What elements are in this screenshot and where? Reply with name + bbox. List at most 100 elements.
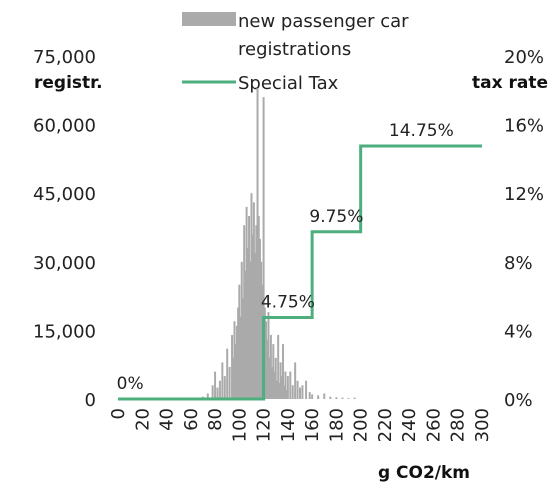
registration-bar bbox=[267, 312, 270, 399]
registration-bar bbox=[245, 206, 248, 399]
registration-bar bbox=[268, 357, 271, 399]
registration-bar bbox=[274, 357, 277, 399]
registration-bar bbox=[252, 202, 255, 399]
y-right-tick-label: 0% bbox=[504, 390, 533, 411]
registration-bar bbox=[223, 376, 226, 399]
registration-bar bbox=[296, 380, 299, 399]
x-tick-label: 60 bbox=[181, 408, 202, 431]
x-tick-label: 160 bbox=[302, 408, 323, 442]
registration-bar bbox=[254, 252, 257, 399]
registration-bar bbox=[277, 334, 280, 399]
registration-bar bbox=[241, 298, 244, 399]
y-right-tick-label: 8% bbox=[504, 253, 533, 274]
y-left-tick-label: 45,000 bbox=[33, 184, 96, 205]
registration-bar bbox=[218, 380, 221, 399]
registration-bar bbox=[262, 97, 265, 399]
registration-bar bbox=[251, 234, 254, 399]
registration-bar bbox=[266, 339, 269, 399]
registration-bar bbox=[329, 396, 332, 399]
registration-bar bbox=[237, 307, 240, 399]
registration-bar bbox=[214, 371, 217, 399]
registration-bar bbox=[286, 376, 289, 399]
registration-bar bbox=[255, 225, 258, 399]
registration-bar bbox=[294, 362, 297, 399]
registration-bar bbox=[216, 387, 219, 399]
y-right-tick-label: 16% bbox=[504, 116, 544, 137]
registration-bar bbox=[211, 385, 214, 399]
x-ticks: 0 20 40 60 80 100 120 140 160 180 200 220 240 260 280 3… bbox=[108, 408, 493, 442]
registration-bar bbox=[250, 193, 253, 399]
registration-bar bbox=[256, 88, 259, 399]
registration-bar bbox=[283, 385, 286, 399]
registration-bar bbox=[341, 397, 344, 399]
registration-bar bbox=[301, 385, 304, 399]
y-left-tick-label: 0 bbox=[85, 390, 96, 411]
registration-bar bbox=[244, 270, 247, 399]
y-left-tick-label: 60,000 bbox=[33, 116, 96, 137]
legend-tax-label: Special Tax bbox=[238, 73, 339, 94]
registration-bar bbox=[311, 394, 314, 399]
tax-rate-label: 9.75% bbox=[309, 207, 363, 227]
registration-bar bbox=[285, 389, 288, 399]
registration-bar bbox=[235, 325, 238, 399]
x-tick-label: 220 bbox=[375, 408, 396, 442]
registration-bar bbox=[305, 380, 308, 399]
registration-bar bbox=[226, 348, 229, 399]
x-axis-title: g CO2/km bbox=[378, 463, 470, 483]
registration-bar bbox=[275, 380, 278, 399]
registration-bar bbox=[265, 321, 268, 399]
registration-bar bbox=[239, 316, 242, 399]
special-tax-line bbox=[118, 144, 482, 401]
registrations-bars bbox=[201, 88, 356, 399]
x-tick-label: 0 bbox=[108, 408, 129, 419]
registration-bar bbox=[278, 382, 281, 399]
registration-bar bbox=[233, 321, 236, 399]
x-tick-label: 300 bbox=[472, 408, 493, 442]
registration-bar bbox=[248, 216, 251, 399]
y-left-tick-label: 75,000 bbox=[33, 47, 96, 68]
registration-bar bbox=[221, 362, 224, 399]
registration-bar bbox=[347, 398, 350, 399]
x-tick-label: 240 bbox=[399, 408, 420, 442]
x-tick-label: 40 bbox=[157, 408, 178, 431]
registration-bar bbox=[323, 393, 326, 399]
tax-rate-label: 0% bbox=[117, 374, 144, 394]
legend-bars-label-line1: new passenger car bbox=[238, 11, 409, 32]
registration-bar bbox=[243, 225, 246, 399]
registration-bar bbox=[231, 334, 234, 399]
registration-bar bbox=[257, 216, 260, 399]
y-right-axis-title: tax rate bbox=[472, 73, 548, 93]
x-tick-label: 280 bbox=[448, 408, 469, 442]
y-left-tick-label: 30,000 bbox=[33, 253, 96, 274]
registration-bar bbox=[308, 392, 311, 399]
tax-rate-label: 4.75% bbox=[261, 293, 315, 313]
y-left-tick-label: 15,000 bbox=[33, 321, 96, 342]
registration-bar bbox=[269, 334, 272, 399]
registration-bar bbox=[206, 393, 209, 399]
x-tick-label: 200 bbox=[351, 408, 372, 442]
y-left-axis-title: registr. bbox=[34, 73, 103, 93]
x-tick-label: 120 bbox=[254, 408, 275, 442]
registration-bar bbox=[232, 357, 235, 399]
y-left-ticks: 0 15,000 30,000 45,000 60,000 75,000 bbox=[33, 47, 96, 411]
x-tick-label: 80 bbox=[205, 408, 226, 431]
x-tick-label: 140 bbox=[278, 408, 299, 442]
registration-bar bbox=[353, 397, 356, 399]
legend-bars-swatch bbox=[182, 12, 236, 26]
registration-bar bbox=[249, 261, 252, 399]
registration-bar bbox=[317, 395, 320, 399]
registration-bar bbox=[299, 387, 301, 399]
y-right-ticks: 0% 4% 8% 12% 16% 20% bbox=[504, 47, 544, 411]
x-tick-label: 20 bbox=[132, 408, 153, 431]
registration-bar bbox=[284, 371, 287, 399]
y-right-tick-label: 12% bbox=[504, 184, 544, 205]
registration-bar bbox=[279, 362, 282, 399]
x-tick-label: 100 bbox=[229, 408, 250, 442]
registration-bar bbox=[238, 284, 241, 399]
registration-bar bbox=[289, 371, 292, 399]
registration-bar bbox=[240, 261, 243, 399]
registration-bar bbox=[291, 385, 294, 399]
legend: new passenger car registrations Special … bbox=[182, 11, 409, 94]
y-right-tick-label: 20% bbox=[504, 47, 544, 68]
